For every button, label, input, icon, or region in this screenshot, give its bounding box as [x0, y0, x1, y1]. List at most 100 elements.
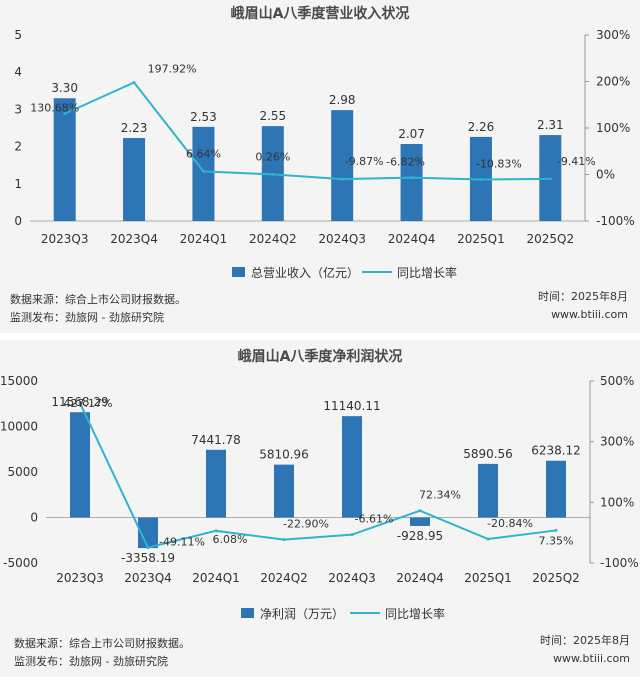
- bar-value-label: 2.55: [259, 109, 286, 123]
- growth-point: [271, 172, 275, 176]
- date-note: 时间：2025年8月: [540, 633, 630, 647]
- growth-value-label: -6.82%: [386, 156, 425, 169]
- growth-point: [78, 401, 82, 405]
- y-tick-label: 15000: [0, 374, 38, 388]
- bar: [206, 449, 226, 518]
- legend-bar-label: 净利润（万元）: [260, 607, 344, 621]
- growth-point: [146, 546, 150, 550]
- bar-value-label: -3358.19: [121, 551, 175, 565]
- growth-value-label: 7.35%: [539, 534, 574, 547]
- bar-value-label: 6238.12: [531, 444, 581, 458]
- bar-value-label: -928.95: [397, 529, 443, 543]
- growth-value-label: -9.87%: [345, 155, 384, 168]
- bar: [70, 412, 90, 518]
- x-tick-label: 2023Q4: [124, 571, 172, 585]
- bar-value-label: 7441.78: [191, 433, 241, 447]
- x-tick-label: 2024Q4: [388, 232, 436, 246]
- revenue-chart: 峨眉山A八季度营业收入状况 0 1 2 3 4 5 -100% 0% 100% 200% 300% 2…: [10, 5, 635, 324]
- bar: [274, 464, 294, 518]
- growth-point: [548, 177, 552, 181]
- growth-value-label: 0.26%: [255, 150, 290, 163]
- x-tick-label: 2025Q1: [464, 571, 512, 585]
- y-tick-label: 5000: [7, 465, 38, 479]
- bar: [53, 98, 76, 221]
- bar: [123, 138, 146, 221]
- legend-line-label: 同比增长率: [385, 606, 445, 621]
- bar-value-label: 5810.96: [259, 448, 309, 462]
- chart-legend: 净利润（万元） 同比增长率: [241, 606, 445, 621]
- y-tick-label: 3: [14, 102, 22, 116]
- bar: [546, 460, 566, 518]
- panel-separator: [0, 333, 640, 340]
- x-tick-label: 2023Q3: [56, 571, 104, 585]
- x-tick-label: 2024Q1: [192, 571, 240, 585]
- bar: [192, 126, 215, 221]
- growth-value-label: 72.34%: [419, 489, 461, 502]
- chart-legend: 总营业收入（亿元） 同比增长率: [232, 265, 457, 280]
- growth-value-label: 6.64%: [186, 147, 221, 160]
- x-tick-label: 2024Q1: [180, 232, 228, 246]
- y-tick-label: 5: [14, 28, 22, 42]
- bar-value-label: 2.98: [329, 93, 356, 107]
- x-tick-label: 2023Q3: [41, 232, 89, 246]
- x-tick-label: 2025Q2: [527, 232, 575, 246]
- growth-value-label: 130.68%: [30, 102, 79, 115]
- y2-tick-label: 100%: [596, 121, 630, 135]
- y-tick-label: 0: [30, 511, 38, 525]
- x-tick-label: 2023Q4: [110, 232, 158, 246]
- growth-point: [214, 529, 218, 533]
- legend-bar-label: 总营业收入（亿元）: [251, 265, 359, 280]
- revenue-chart-panel: 峨眉山A八季度营业收入状况 0 1 2 3 4 5 -100% 0% 100% 200% 300% 2…: [0, 0, 640, 333]
- publisher-note: 监测发布：劲旅网 - 劲旅研究院: [14, 654, 168, 668]
- y2-tick-label: 100%: [600, 495, 634, 509]
- y2-tick-label: 500%: [600, 374, 634, 388]
- date-note: 时间：2025年8月: [538, 289, 628, 303]
- y2-tick-label: 200%: [596, 75, 630, 89]
- bar-value-label: 2.53: [190, 110, 217, 124]
- chart-title: 峨眉山A八季度营业收入状况: [231, 5, 410, 22]
- growth-point: [350, 533, 354, 537]
- y2-tick-label: 0%: [596, 168, 615, 182]
- x-tick-label: 2024Q3: [318, 232, 366, 246]
- growth-point: [340, 177, 344, 181]
- bar: [342, 416, 362, 518]
- x-tick-label: 2024Q2: [260, 571, 308, 585]
- growth-point: [418, 509, 422, 513]
- growth-value-label: -20.84%: [487, 517, 533, 530]
- growth-point: [282, 538, 286, 542]
- x-tick-label: 2025Q2: [532, 571, 580, 585]
- growth-point: [63, 112, 67, 116]
- site-note: www.btiii.com: [553, 652, 630, 665]
- bar-value-label: 2.31: [537, 118, 564, 132]
- x-tick-label: 2024Q3: [328, 571, 376, 585]
- chart-title: 峨眉山A八季度净利润状况: [238, 348, 403, 365]
- bar: [138, 517, 158, 549]
- publisher-note: 监测发布：劲旅网 - 劲旅研究院: [10, 310, 164, 324]
- bar: [478, 463, 498, 518]
- growth-point: [410, 176, 414, 180]
- growth-value-label: -22.90%: [283, 518, 329, 531]
- y-tick-label: -5000: [3, 556, 38, 570]
- bar-value-label: 11568.29: [51, 395, 108, 409]
- y-tick-label: 1: [14, 177, 22, 191]
- x-tick-label: 2024Q4: [396, 571, 444, 585]
- growth-line: [64, 81, 551, 181]
- bar-value-label: 2.26: [468, 120, 495, 134]
- y-tick-label: 0: [14, 214, 22, 228]
- bar: [410, 517, 430, 526]
- y2-tick-label: -100%: [600, 556, 639, 570]
- growth-value-label: 427.17%: [64, 397, 113, 410]
- legend-bar-swatch: [232, 267, 245, 277]
- bar-value-label: 3.30: [51, 81, 78, 95]
- legend-bar-swatch: [241, 608, 254, 618]
- y-tick-label: 2: [14, 140, 22, 154]
- growth-line: [79, 402, 557, 549]
- x-tick-label: 2024Q2: [249, 232, 297, 246]
- source-note: 数据来源：综合上市公司财报数据。: [10, 292, 186, 306]
- y2-tick-label: 300%: [596, 28, 630, 42]
- y-tick-label: 4: [14, 65, 22, 79]
- bar-value-label: 5890.56: [463, 447, 513, 461]
- growth-value-label: -9.41%: [557, 155, 596, 168]
- y-tick-label: 10000: [0, 420, 38, 434]
- site-note: www.btiii.com: [551, 308, 628, 321]
